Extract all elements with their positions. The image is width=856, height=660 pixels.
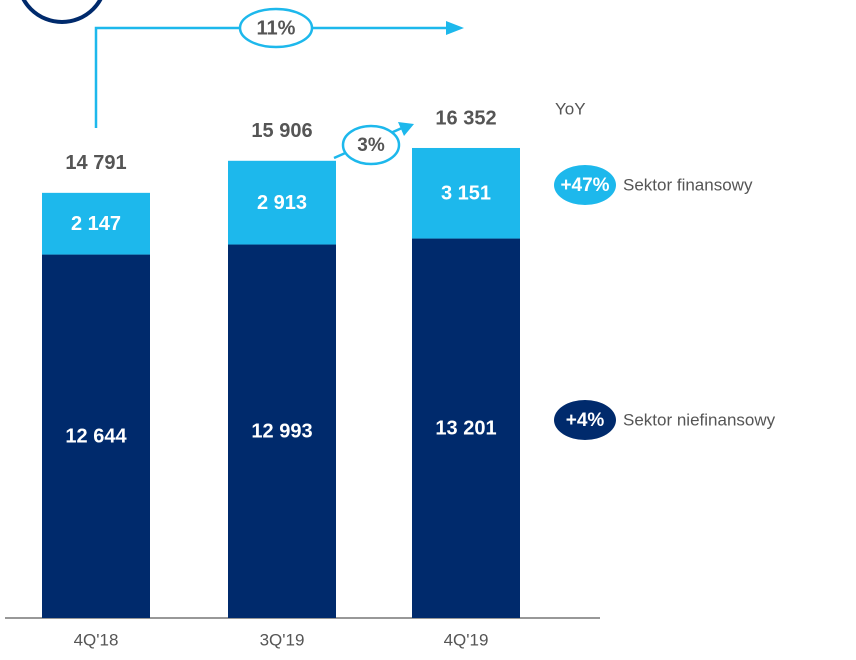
growth-line [94, 26, 240, 128]
value-label: 2 913 [257, 192, 307, 214]
qoq-bubble [341, 124, 401, 166]
value-label: 13 201 [435, 418, 496, 440]
bar-segment [42, 254, 150, 618]
legend-pill [554, 165, 616, 205]
bar-segment [412, 147, 520, 239]
value-label: 12 644 [65, 426, 127, 448]
growth-total: 11% [257, 17, 296, 39]
legend-change: +47% [560, 175, 609, 196]
x-tick-label: 4Q'18 [74, 630, 119, 649]
arrow-head [398, 122, 414, 136]
value-label: 3 151 [441, 183, 491, 205]
legend-label: Sektor finansowy [623, 175, 753, 194]
bar-segment [412, 238, 520, 618]
x-tick-label: 4Q'19 [444, 630, 489, 649]
total-label: 15 906 [251, 120, 312, 142]
growth-bubble [238, 7, 314, 49]
legend-pill [554, 400, 616, 440]
yoy-label: YoY [555, 99, 586, 118]
value-label: 12 993 [251, 421, 312, 443]
arrow-head [446, 21, 464, 35]
legend-label: Sektor niefinansowy [623, 410, 776, 429]
bar-segment [42, 192, 150, 255]
bar-segment [228, 244, 336, 618]
x-tick-label: 3Q'19 [260, 630, 305, 649]
decor-circle [21, 0, 103, 24]
legend-change: +4% [566, 410, 605, 431]
total-label: 14 791 [65, 152, 126, 174]
bar-segment [228, 160, 336, 245]
total-label: 16 352 [435, 107, 496, 129]
value-label: 2 147 [71, 213, 121, 235]
growth-qoq: 3% [357, 135, 385, 156]
